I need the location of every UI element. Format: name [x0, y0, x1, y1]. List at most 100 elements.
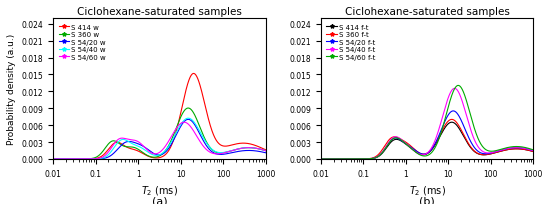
S 54/60 f-t — [524, 147, 531, 150]
S 54/20 w — [60, 158, 67, 160]
Y-axis label: Probability density (a.u.): Probability density (a.u.) — [7, 34, 16, 144]
S 54/40 f-t — [530, 150, 537, 152]
S 360 w — [50, 158, 57, 160]
S 54/60 w — [256, 148, 263, 151]
Line: S 54/60 w: S 54/60 w — [53, 123, 266, 159]
S 414 w — [256, 146, 263, 149]
S 54/20 f-t — [421, 153, 427, 156]
S 54/40 w — [50, 158, 57, 160]
S 360 f-t — [448, 119, 455, 121]
S 414 w — [60, 158, 67, 160]
S 54/60 w — [217, 153, 224, 155]
S 54/20 f-t — [317, 158, 324, 160]
Legend: S 414 w, S 360 w, S 54/20 w, S 54/40 w, S 54/60 w: S 414 w, S 360 w, S 54/20 w, S 54/40 w, … — [57, 22, 108, 62]
S 54/60 f-t — [455, 85, 461, 87]
Title: Ciclohexane-saturated samples: Ciclohexane-saturated samples — [77, 7, 242, 17]
S 360 f-t — [328, 158, 335, 160]
S 414 w — [153, 157, 159, 159]
S 414 f-t — [328, 158, 335, 160]
S 360 f-t — [530, 151, 537, 153]
S 414 f-t — [524, 149, 531, 152]
S 360 f-t — [317, 158, 324, 160]
Text: (b): (b) — [419, 196, 435, 204]
S 54/20 w — [262, 152, 269, 154]
Line: S 54/40 w: S 54/40 w — [53, 119, 266, 159]
S 54/40 w — [256, 148, 263, 151]
S 54/60 w — [147, 152, 154, 154]
S 54/40 w — [262, 150, 269, 152]
S 54/60 f-t — [328, 158, 335, 160]
S 54/60 w — [153, 153, 159, 155]
S 54/40 w — [256, 148, 263, 151]
S 360 f-t — [485, 153, 492, 156]
Line: S 54/60 f-t: S 54/60 f-t — [321, 86, 534, 159]
S 54/20 f-t — [485, 153, 492, 155]
S 54/20 f-t — [450, 110, 456, 113]
S 360 f-t — [524, 149, 531, 151]
X-axis label: $T_2$ (ms): $T_2$ (ms) — [409, 183, 446, 197]
S 54/40 f-t — [524, 148, 531, 151]
S 54/20 w — [185, 119, 191, 121]
S 54/40 f-t — [317, 158, 324, 160]
S 54/40 f-t — [415, 153, 422, 155]
Line: S 414 f-t: S 414 f-t — [321, 123, 534, 159]
S 54/40 w — [153, 154, 159, 157]
S 54/60 f-t — [485, 150, 492, 152]
S 414 f-t — [524, 149, 531, 151]
S 414 w — [256, 146, 263, 149]
S 414 f-t — [317, 158, 324, 160]
S 414 w — [217, 144, 224, 146]
S 54/40 f-t — [328, 158, 335, 160]
Line: S 54/40 f-t: S 54/40 f-t — [321, 89, 534, 159]
S 54/20 w — [153, 154, 159, 156]
S 54/20 w — [147, 151, 154, 153]
S 54/60 w — [262, 150, 269, 152]
S 360 w — [256, 148, 263, 151]
S 54/20 w — [50, 158, 57, 160]
S 54/60 w — [50, 158, 57, 160]
Line: S 54/20 f-t: S 54/20 f-t — [321, 111, 534, 159]
S 360 w — [60, 158, 67, 160]
S 360 w — [256, 148, 263, 151]
S 54/40 w — [60, 158, 67, 160]
S 414 f-t — [530, 151, 537, 153]
S 54/40 w — [147, 153, 154, 155]
S 414 f-t — [415, 153, 422, 155]
Legend: S 414 f-t, S 360 f-t, S 54/20 f-t, S 54/40 f-t, S 54/60 f-t: S 414 f-t, S 360 f-t, S 54/20 f-t, S 54/… — [324, 22, 377, 62]
S 54/20 f-t — [415, 152, 422, 154]
S 414 f-t — [448, 121, 455, 124]
Title: Ciclohexane-saturated samples: Ciclohexane-saturated samples — [345, 7, 509, 17]
Line: S 360 f-t: S 360 f-t — [321, 120, 534, 159]
S 360 w — [217, 152, 224, 154]
S 54/60 f-t — [317, 158, 324, 160]
S 54/20 w — [217, 153, 224, 156]
S 360 w — [153, 156, 159, 159]
S 54/60 f-t — [524, 147, 531, 150]
S 414 f-t — [421, 154, 427, 156]
S 360 f-t — [524, 149, 531, 152]
S 360 w — [185, 107, 191, 110]
S 54/60 w — [60, 158, 67, 160]
S 54/20 f-t — [524, 148, 531, 151]
Line: S 414 w: S 414 w — [53, 74, 266, 159]
S 54/40 w — [185, 117, 191, 120]
S 414 f-t — [485, 153, 492, 156]
S 54/20 f-t — [530, 150, 537, 152]
S 360 w — [147, 156, 154, 158]
S 54/40 w — [217, 152, 224, 154]
X-axis label: $T_2$ (ms): $T_2$ (ms) — [141, 183, 178, 197]
S 54/20 f-t — [524, 148, 531, 151]
S 54/40 f-t — [485, 152, 492, 154]
S 54/60 w — [181, 121, 188, 124]
S 54/60 f-t — [415, 153, 422, 155]
S 54/20 f-t — [328, 158, 335, 160]
S 414 w — [262, 149, 269, 151]
S 414 w — [147, 156, 154, 159]
Text: (a): (a) — [152, 196, 167, 204]
S 54/40 f-t — [421, 154, 427, 156]
S 414 w — [190, 73, 197, 75]
S 54/40 f-t — [524, 148, 531, 151]
S 54/20 w — [256, 151, 263, 153]
Line: S 54/20 w: S 54/20 w — [53, 120, 266, 159]
S 360 f-t — [415, 152, 422, 154]
